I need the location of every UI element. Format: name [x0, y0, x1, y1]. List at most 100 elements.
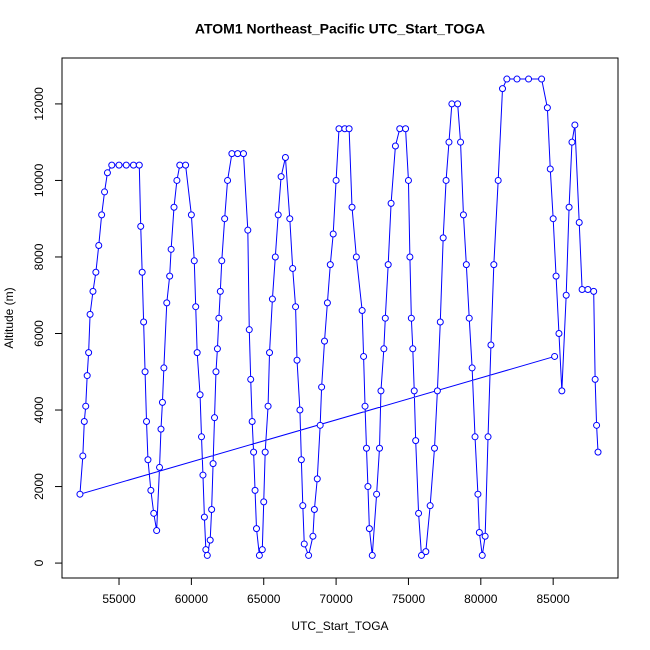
x-tick-label: 80000	[464, 592, 498, 606]
point	[578, 285, 586, 293]
point	[170, 203, 178, 211]
point	[361, 402, 369, 410]
point	[407, 314, 415, 322]
point	[310, 506, 318, 514]
point	[300, 540, 308, 548]
point	[193, 349, 201, 357]
point	[448, 100, 456, 108]
y-tick-label: 12000	[32, 87, 46, 121]
point	[552, 272, 560, 280]
point	[292, 303, 300, 311]
point	[568, 138, 576, 146]
point	[182, 161, 190, 169]
point	[525, 75, 533, 83]
point	[404, 176, 412, 184]
point	[157, 425, 165, 433]
point	[590, 287, 598, 295]
point	[433, 387, 441, 395]
plot-box	[61, 57, 619, 579]
point	[289, 264, 297, 272]
point	[471, 433, 479, 441]
point	[135, 161, 143, 169]
x-tick-label: 85000	[536, 592, 570, 606]
point	[173, 176, 181, 184]
point	[92, 268, 100, 276]
x-tick-label: 70000	[319, 592, 353, 606]
point	[436, 318, 444, 326]
point	[244, 226, 252, 234]
series-line	[79, 78, 599, 558]
point	[196, 391, 204, 399]
point	[571, 121, 579, 129]
point	[348, 203, 356, 211]
point	[150, 509, 158, 517]
point	[326, 261, 334, 269]
point	[422, 548, 430, 556]
point	[224, 176, 232, 184]
point	[192, 303, 200, 311]
point	[264, 402, 272, 410]
point	[138, 268, 146, 276]
point	[430, 444, 438, 452]
chart-title: ATOM1 Northeast_Pacific UTC_Start_TOGA	[195, 21, 485, 37]
point	[286, 215, 294, 223]
point	[261, 448, 269, 456]
point	[376, 444, 384, 452]
point	[462, 261, 470, 269]
point	[213, 345, 221, 353]
point	[187, 211, 195, 219]
point	[417, 551, 425, 559]
point	[305, 551, 313, 559]
point	[318, 383, 326, 391]
point	[459, 211, 467, 219]
point	[332, 176, 340, 184]
point	[98, 211, 106, 219]
x-tick-label: 55000	[102, 592, 136, 606]
point	[478, 551, 486, 559]
point	[101, 188, 109, 196]
point	[266, 349, 274, 357]
point	[445, 138, 453, 146]
point	[268, 295, 276, 303]
point	[358, 307, 366, 315]
point	[281, 153, 289, 161]
point	[313, 475, 321, 483]
point	[137, 222, 145, 230]
point	[89, 287, 97, 295]
point	[454, 100, 462, 108]
point	[250, 448, 258, 456]
point	[503, 75, 511, 83]
point	[513, 75, 521, 83]
point	[360, 352, 368, 360]
point	[260, 498, 268, 506]
point	[487, 341, 495, 349]
point	[364, 483, 372, 491]
point	[277, 173, 285, 181]
point	[76, 490, 84, 498]
point	[345, 125, 353, 133]
point	[490, 261, 498, 269]
point	[321, 337, 329, 345]
point	[163, 299, 171, 307]
point	[271, 253, 279, 261]
point	[368, 551, 376, 559]
point	[481, 532, 489, 540]
point	[156, 463, 164, 471]
point	[158, 398, 166, 406]
point	[474, 490, 482, 498]
point	[255, 551, 263, 559]
point	[108, 161, 116, 169]
point	[199, 471, 207, 479]
point	[299, 502, 307, 510]
point	[409, 345, 417, 353]
point	[218, 257, 226, 265]
point	[103, 169, 111, 177]
point	[79, 452, 87, 460]
point	[475, 528, 483, 536]
point	[200, 513, 208, 521]
point	[381, 314, 389, 322]
point	[584, 285, 592, 293]
y-axis-title: Altitude (m)	[2, 287, 16, 348]
point	[365, 525, 373, 533]
